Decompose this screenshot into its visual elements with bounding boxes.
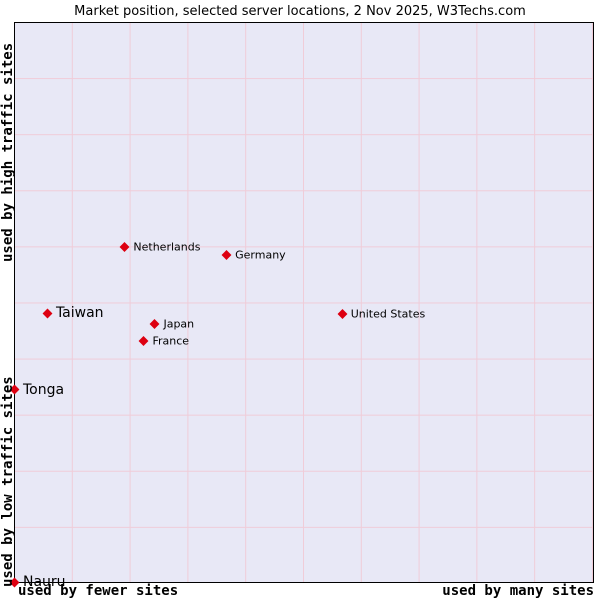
diamond-marker — [119, 242, 130, 253]
data-point-taiwan: Taiwan — [42, 305, 104, 322]
data-point-japan: Japan — [150, 317, 195, 331]
diamond-marker — [221, 250, 232, 260]
diamond-marker — [42, 308, 53, 319]
data-point-united-states: United States — [337, 307, 426, 321]
y-axis-label-high-traffic: used by high traffic sites — [0, 42, 16, 262]
point-label: Taiwan — [55, 305, 104, 322]
plot-area: Netherlands Germany Taiwan Japan France Unite… — [9, 22, 594, 590]
diamond-marker — [337, 308, 348, 319]
x-axis-label-many-sites: used by many sites — [442, 583, 594, 599]
data-point-france: France — [139, 334, 190, 348]
y-axis-label-low-traffic: used by low traffic sites — [0, 376, 16, 587]
data-point-netherlands: Netherlands — [119, 240, 201, 254]
point-label: Japan — [163, 317, 195, 331]
data-point-tonga: Tonga — [9, 381, 65, 398]
point-label: United States — [350, 307, 426, 321]
point-label: Netherlands — [133, 240, 201, 254]
x-axis-label-fewer-sites: used by fewer sites — [18, 583, 179, 599]
point-label: Tonga — [23, 381, 65, 398]
chart-title: Market position, selected server locatio… — [74, 4, 526, 19]
point-label: Nauru — [23, 574, 66, 590]
point-label: Germany — [235, 248, 286, 262]
data-point-nauru: Nauru — [9, 574, 66, 590]
diamond-marker — [139, 336, 149, 347]
diamond-marker — [150, 318, 160, 329]
data-point-germany: Germany — [221, 248, 286, 262]
point-label: France — [152, 334, 190, 348]
